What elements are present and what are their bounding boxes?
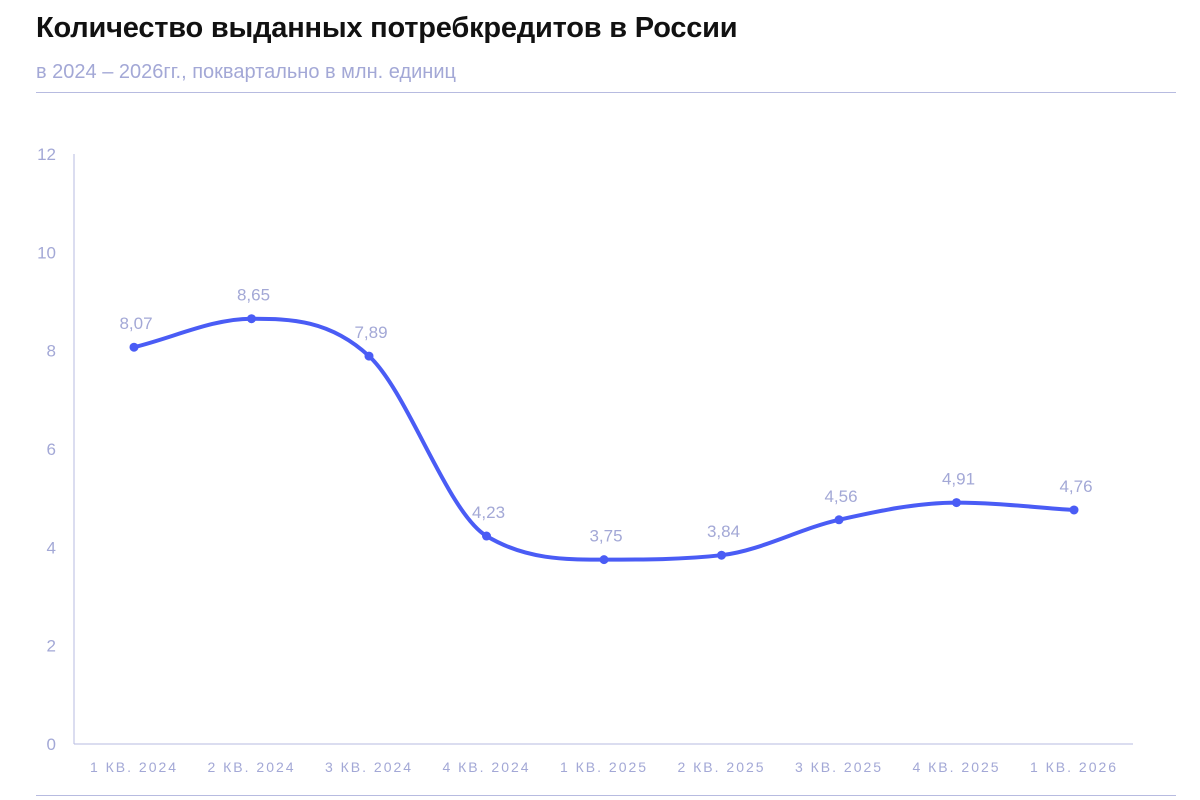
- data-label: 8,65: [237, 286, 270, 305]
- y-tick-label: 4: [47, 538, 56, 557]
- series-line: [132, 316, 1076, 562]
- data-label: 4,56: [824, 487, 857, 506]
- y-tick-label: 6: [47, 440, 56, 459]
- footer-divider: [36, 795, 1176, 796]
- y-tick-label: 8: [47, 342, 56, 361]
- data-point: [952, 498, 961, 508]
- data-point: [599, 555, 609, 565]
- y-tick-label: 0: [47, 735, 56, 754]
- data-label: 4,91: [942, 470, 975, 489]
- data-point: [364, 351, 374, 361]
- x-tick-label: 1 КВ. 2024: [90, 759, 178, 775]
- data-label: 3,75: [589, 527, 622, 546]
- data-label: 4,76: [1059, 477, 1092, 496]
- x-tick-label: 2 КВ. 2024: [207, 759, 295, 775]
- data-label: 3,84: [707, 522, 740, 541]
- header-divider: [36, 92, 1176, 93]
- data-point: [482, 531, 491, 541]
- chart-subtitle: в 2024 – 2026гг., поквартально в млн. ед…: [36, 61, 456, 83]
- data-label: 8,07: [119, 314, 152, 333]
- y-tick-label: 10: [37, 243, 56, 262]
- x-tick-label: 1 КВ. 2026: [1030, 759, 1118, 775]
- data-point: [247, 314, 256, 324]
- y-tick-label: 2: [47, 637, 56, 656]
- y-tick-label: 12: [37, 145, 56, 164]
- chart-title: Количество выданных потребкредитов в Рос…: [36, 12, 738, 44]
- data-label: 4,23: [472, 503, 505, 522]
- data-point: [834, 515, 844, 525]
- x-tick-label: 3 КВ. 2024: [325, 759, 413, 775]
- x-tick-label: 4 КВ. 2025: [912, 759, 1000, 775]
- x-tick-label: 1 КВ. 2025: [560, 759, 648, 775]
- x-tick-label: 4 КВ. 2024: [442, 759, 530, 775]
- data-point: [129, 342, 139, 352]
- x-tick-label: 2 КВ. 2025: [677, 759, 765, 775]
- data-point: [717, 550, 726, 560]
- data-point: [1069, 505, 1079, 515]
- x-tick-label: 3 КВ. 2025: [795, 759, 883, 775]
- data-label: 7,89: [354, 323, 387, 342]
